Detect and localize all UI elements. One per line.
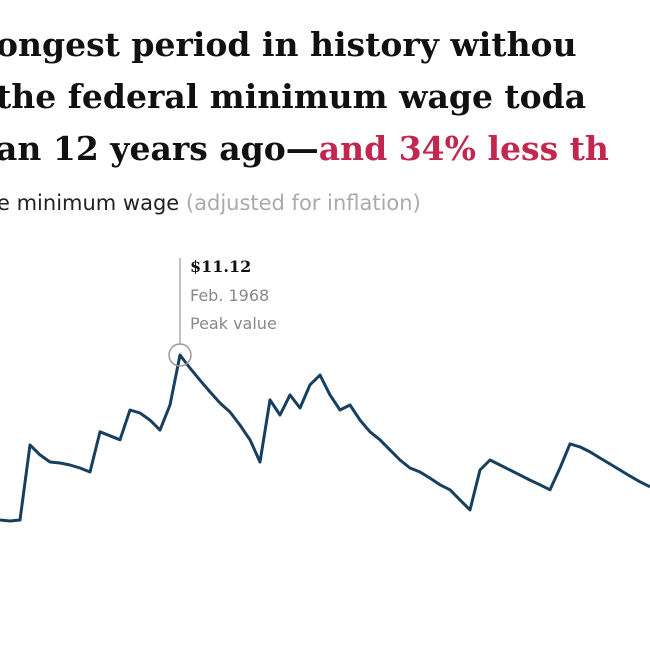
title-line: the federal minimum wage toda (0, 77, 586, 116)
peak-date: Feb. 1968 (190, 286, 269, 305)
subtitle-note: (adjusted for inflation) (186, 191, 421, 215)
peak-value-label: $11.12 (190, 257, 251, 276)
annotation: $11.12 Feb. 1968 Peak value (190, 257, 277, 333)
subtitle: e minimum wage (0, 191, 179, 215)
peak-note: Peak value (190, 314, 277, 333)
subtitle: e minimum wage (adjusted for inflation) (0, 191, 421, 215)
title-highlight: and 34% less th (319, 129, 609, 168)
line (0, 353, 650, 523)
title-line: ongest period in history withou (0, 25, 577, 64)
peak-marker (168, 343, 192, 367)
title-line: an 12 years ago—and 34% less th (0, 129, 609, 168)
title-line: an 12 years ago— (0, 129, 319, 168)
